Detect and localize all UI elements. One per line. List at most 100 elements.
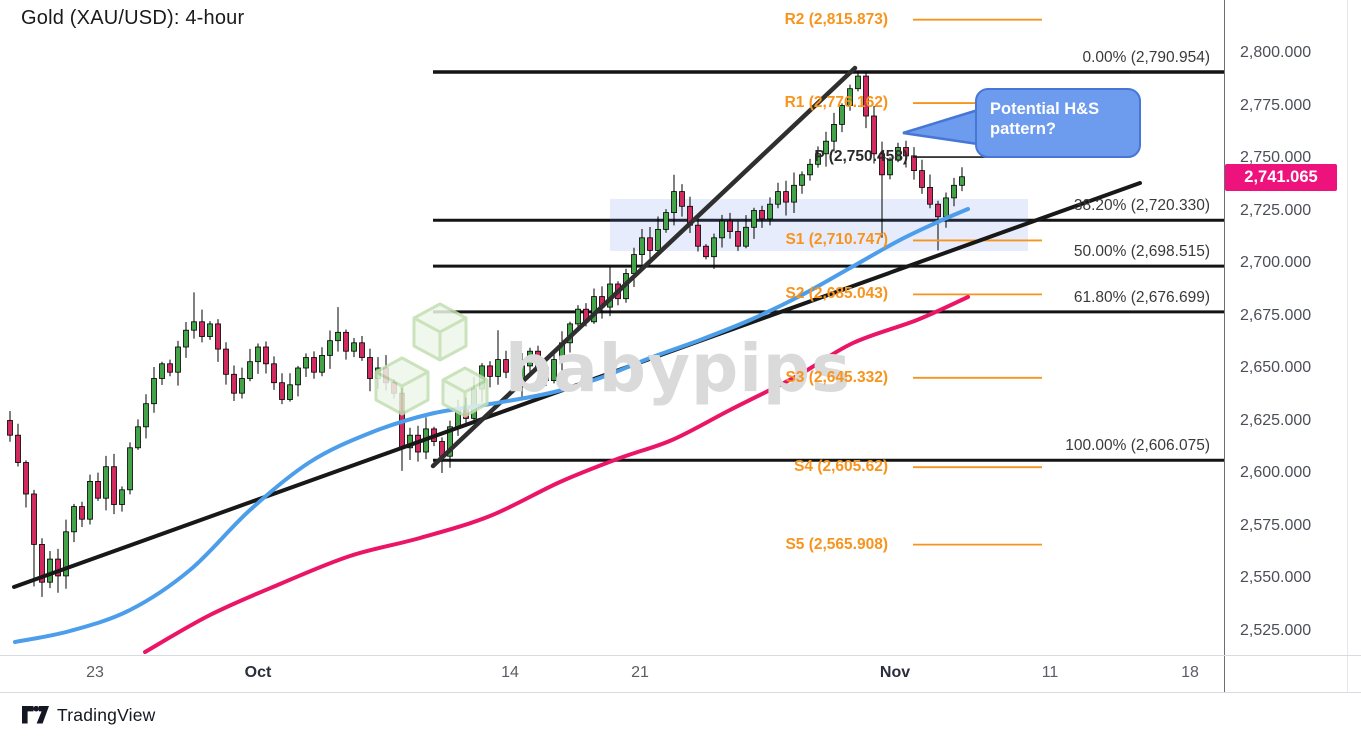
candle-body-down xyxy=(111,466,117,505)
candle-body-up xyxy=(159,363,165,379)
candle-body-up xyxy=(551,359,557,382)
candle-body-up xyxy=(207,323,213,337)
steep-uptrend-trendline[interactable] xyxy=(430,65,858,469)
candle-body-up xyxy=(895,147,901,161)
price-axis-label-2725: 2,725.000 xyxy=(1240,201,1312,219)
candle-body-up xyxy=(127,447,133,491)
candle-body-down xyxy=(863,75,869,117)
slow-ma-pink[interactable] xyxy=(143,295,970,654)
candle-body-up xyxy=(951,184,957,199)
candle-body-up xyxy=(239,378,245,394)
candle-body-down xyxy=(15,434,21,463)
babypips-watermark: babypips xyxy=(505,330,852,407)
pivot-label-R2: R2 (2,815.873) xyxy=(784,10,888,28)
candle-body-up xyxy=(527,350,533,367)
candle-body-up xyxy=(303,357,309,369)
pivot-label-R1: R1 (2,776.162) xyxy=(784,94,888,112)
candle-body-down xyxy=(359,342,365,358)
candle-body-up xyxy=(47,558,53,583)
fib-label-50: 50.00% (2,698.515) xyxy=(1073,243,1210,261)
candle-body-up xyxy=(103,466,109,499)
pivot-label-P: P (2,750.458) xyxy=(814,148,908,166)
candle-body-down xyxy=(23,462,29,495)
candle-body-up xyxy=(327,340,333,356)
chart-title: Gold (XAU/USD): 4-hour xyxy=(21,7,245,29)
fast-ma-blue[interactable] xyxy=(13,207,970,644)
price-axis-label-2750: 2,750.000 xyxy=(1240,149,1312,166)
right-edge-border xyxy=(1347,0,1348,692)
candle-body-up xyxy=(135,426,141,449)
price-axis-label-2575: 2,575.000 xyxy=(1240,516,1312,534)
candle-body-up xyxy=(639,237,645,256)
candle-body-down xyxy=(343,331,349,352)
candle-body-down xyxy=(223,348,229,375)
candle-body-down xyxy=(487,365,493,377)
fib-label-61.8: 61.80% (2,676.699) xyxy=(1073,288,1210,306)
pivot-label-S2: S2 (2,685.043) xyxy=(785,285,888,303)
candle-body-down xyxy=(703,245,709,258)
price-axis-label-2525: 2,525.000 xyxy=(1240,621,1312,639)
price-axis-label-2675: 2,675.000 xyxy=(1240,306,1312,324)
candle-body-up xyxy=(287,384,293,400)
candle-body-down xyxy=(367,357,373,379)
pivot-label-S1: S1 (2,710.747) xyxy=(785,231,888,249)
time-axis-label-18: 18 xyxy=(1181,664,1199,681)
price-axis-label-2775: 2,775.000 xyxy=(1240,96,1312,114)
candle-body-down xyxy=(543,367,549,382)
candle-body-up xyxy=(87,480,93,520)
bottom-separator xyxy=(0,692,1361,693)
candle-body-up xyxy=(751,210,757,228)
candle-body-up xyxy=(71,506,77,533)
price-axis-label-2800: 2,800.000 xyxy=(1240,44,1312,61)
candle-body-up xyxy=(831,124,837,142)
candle-body-up xyxy=(631,254,637,274)
candle-body-up xyxy=(175,346,181,373)
tradingview-logo-text: TradingView xyxy=(57,705,156,725)
candle-body-down xyxy=(271,363,277,384)
candle-body-up xyxy=(255,346,261,363)
candle-body-up xyxy=(247,361,253,379)
time-axis-label-Nov: Nov xyxy=(879,664,911,681)
candle-body-down xyxy=(79,506,85,520)
hs-pattern-callout[interactable]: Potential H&S pattern? xyxy=(975,88,1141,158)
candle-body-up xyxy=(519,365,525,388)
candle-body-down xyxy=(927,186,933,205)
candle-body-up xyxy=(447,426,453,457)
candle-body-down xyxy=(935,203,941,218)
last-price-tag: 2,741.065 xyxy=(1225,164,1337,191)
callout-text-line1: Potential H&S xyxy=(990,100,1100,118)
candle-body-up xyxy=(799,174,805,186)
candle-body-up xyxy=(407,434,413,449)
fib-label-38.2: 38.20% (2,720.330) xyxy=(1073,197,1210,215)
callout-text-line2: pattern? xyxy=(990,120,1056,139)
candle-body-up xyxy=(351,342,357,352)
pivot-label-S5: S5 (2,565.908) xyxy=(785,535,888,553)
neckline-highlight-box[interactable] xyxy=(610,199,1028,251)
candle-body-up xyxy=(959,176,965,186)
candle-body-up xyxy=(183,329,189,348)
candle-body-up xyxy=(495,359,501,377)
price-axis-label-2600: 2,600.000 xyxy=(1240,464,1312,481)
candle-body-down xyxy=(759,210,765,220)
tradingview-attribution[interactable]: TradingView xyxy=(22,705,156,726)
price-axis-border xyxy=(1224,0,1225,692)
candle-body-down xyxy=(727,220,733,232)
candle-body-up xyxy=(151,378,157,405)
time-axis-separator xyxy=(0,655,1361,656)
price-axis-label-2700: 2,700.000 xyxy=(1240,254,1312,271)
candle-body-down xyxy=(919,170,925,188)
candle-body-down xyxy=(879,153,885,176)
candle-body-up xyxy=(191,321,197,331)
fib-label-0: 0.00% (2,790.954) xyxy=(1082,48,1210,66)
candle-body-up xyxy=(847,88,853,106)
candle-body-down xyxy=(647,237,653,251)
candle-body-up xyxy=(815,153,821,165)
candle-body-up xyxy=(791,184,797,203)
candle-body-down xyxy=(215,323,221,350)
candle-body-up xyxy=(575,308,581,325)
candle-body-down xyxy=(911,155,917,171)
candle-body-down xyxy=(871,115,877,155)
candle-body-down xyxy=(503,359,509,373)
candle-body-down xyxy=(31,493,37,545)
